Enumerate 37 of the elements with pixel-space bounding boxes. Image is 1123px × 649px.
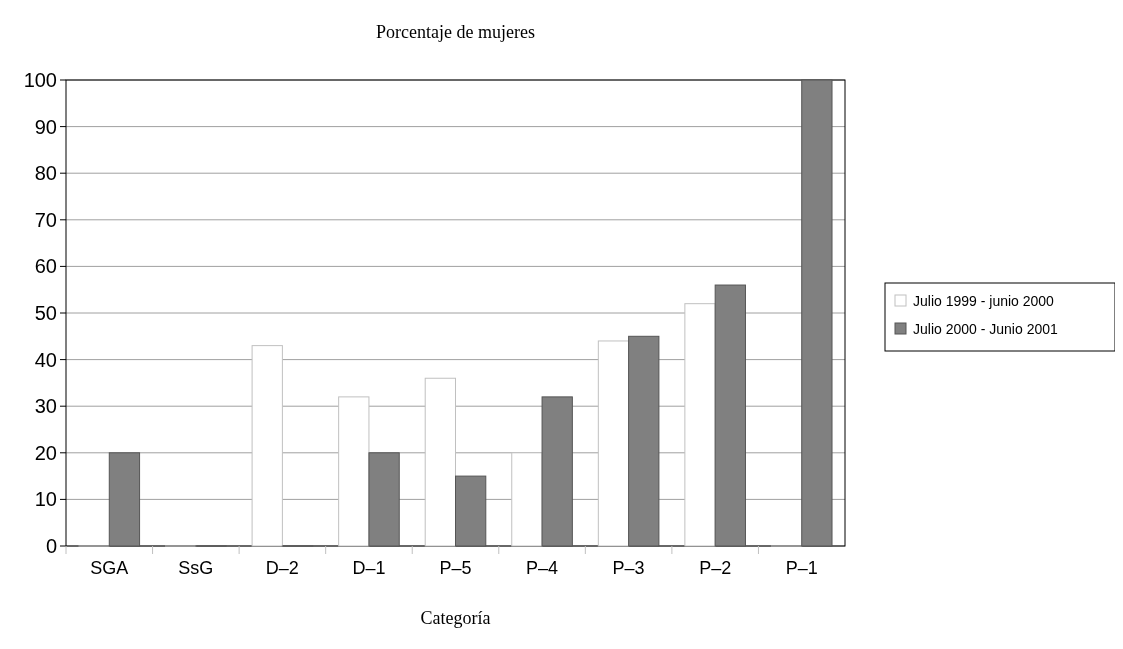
x-tick-label: P–2 [699,558,732,578]
y-tick-label: 70 [34,208,57,231]
bar [628,335,660,547]
chart-title: Porcentaje de mujeres [376,22,535,42]
bar [108,452,141,547]
y-tick-label: 30 [34,395,57,418]
y-tick-label: 50 [34,302,57,324]
bar [801,79,833,547]
y-tick-label: 60 [34,255,57,278]
bar [511,452,543,547]
legend-label: Julio 2000 - Junio 2001 [913,320,1058,337]
bar [338,396,370,547]
bar [455,475,487,547]
y-tick-label: 40 [34,348,57,371]
x-tick-label: P–5 [439,558,472,578]
x-tick-label: SsG [178,558,214,578]
bar [684,303,716,547]
bar [597,340,630,547]
x-tick-label: P–1 [785,558,818,578]
x-tick-label: D–1 [352,558,386,578]
y-tick-label: 100 [23,69,57,91]
bar [424,377,456,547]
y-tick-label: 90 [34,115,57,138]
bar [541,396,573,547]
x-axis-title: Categoría [420,608,491,628]
bar [368,452,400,547]
y-tick-label: 20 [34,441,57,464]
legend-label: Julio 1999 - junio 2000 [913,292,1055,309]
y-tick-label: 10 [34,488,57,511]
y-tick-label: 0 [45,535,57,557]
bar [714,284,746,547]
y-tick-label: 80 [34,162,57,185]
x-tick-label: D–2 [265,558,299,578]
x-tick-label: SGA [90,558,129,578]
x-tick-label: P–4 [526,558,559,578]
bar [251,345,283,547]
x-tick-label: P–3 [612,558,645,578]
